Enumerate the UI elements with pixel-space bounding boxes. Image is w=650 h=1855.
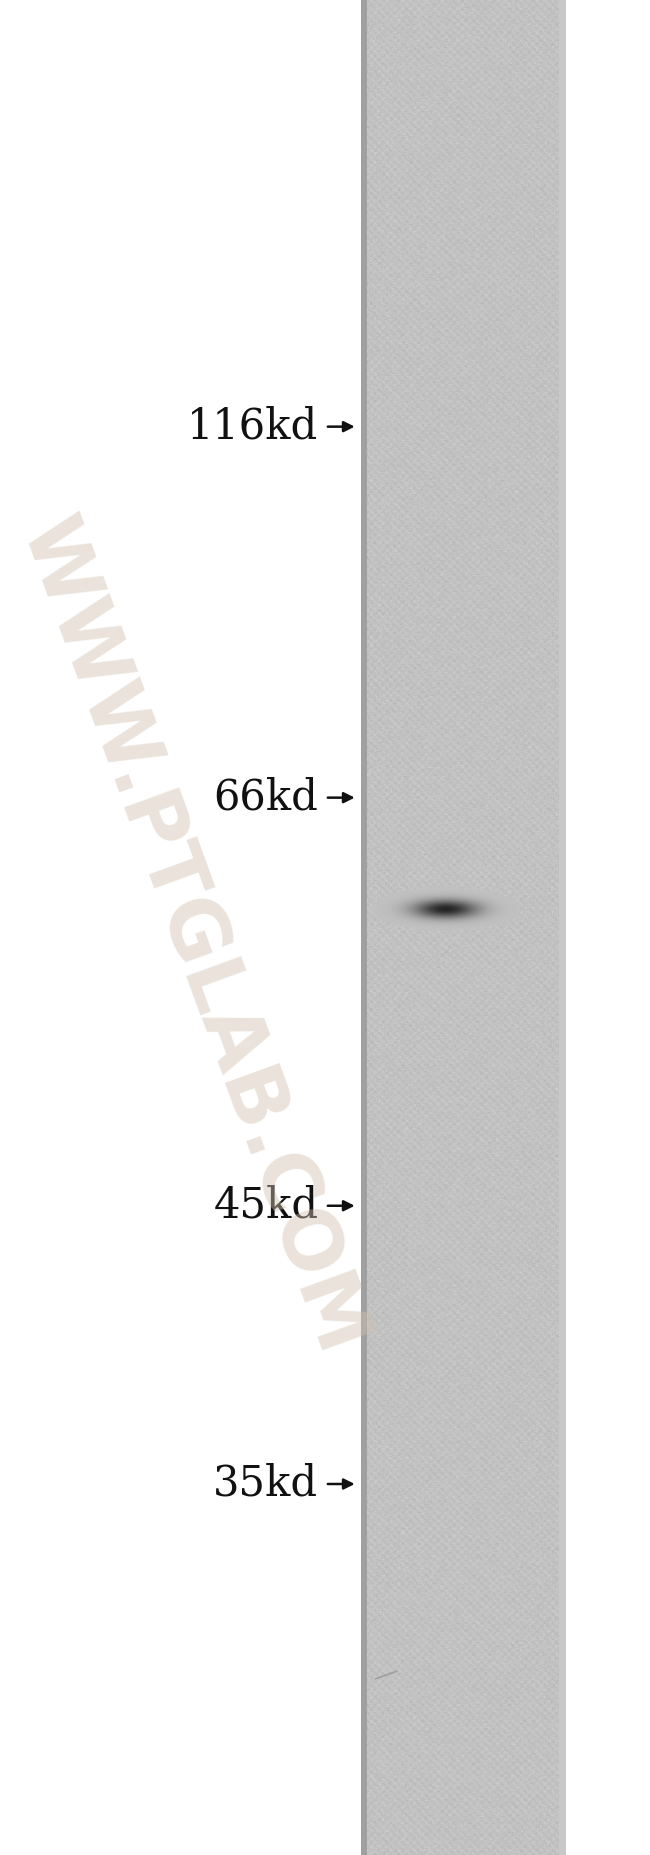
Text: 45kd: 45kd — [213, 1185, 318, 1226]
Bar — [361, 0, 367, 1855]
Bar — [559, 0, 566, 1855]
Text: 35kd: 35kd — [213, 1464, 318, 1504]
Text: 66kd: 66kd — [214, 777, 318, 818]
Text: 116kd: 116kd — [187, 406, 318, 447]
Text: WWW.PTGLAB.COM: WWW.PTGLAB.COM — [4, 508, 380, 1365]
